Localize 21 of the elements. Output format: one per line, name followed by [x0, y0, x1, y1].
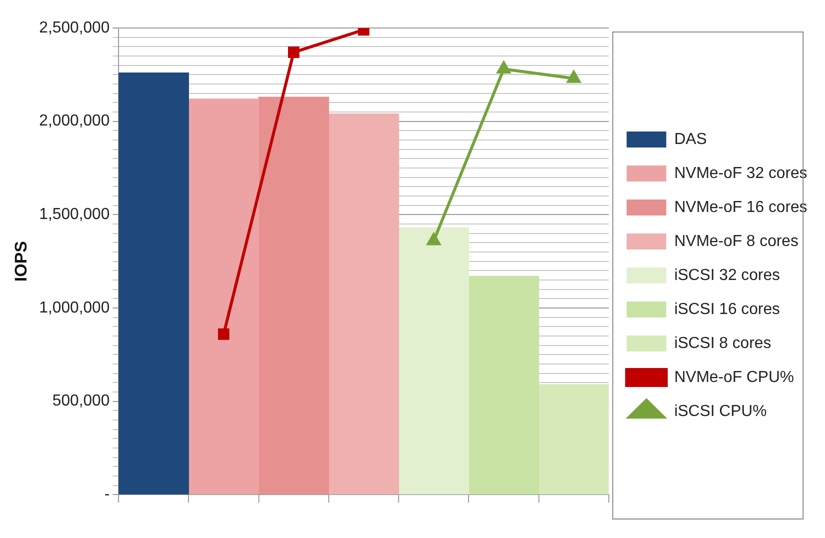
- point: [427, 233, 440, 246]
- y-tick-label: 1,500,000: [39, 206, 110, 224]
- point: [567, 70, 580, 83]
- y-axis-title: IOPS: [12, 241, 31, 282]
- legend-label: NVMe-oF 32 cores: [674, 164, 808, 182]
- y-tick-label: 1,000,000: [39, 299, 110, 316]
- point: [218, 328, 230, 340]
- legend-label: DAS: [674, 130, 707, 148]
- y-tick-label: -: [104, 486, 110, 504]
- y-tick-label: 500,000: [52, 392, 110, 410]
- legend-label: iSCSI 32 cores: [674, 266, 780, 284]
- legend-label: NVMe-oF 16 cores: [674, 198, 808, 216]
- y-tick-label: 2,000,000: [39, 112, 110, 130]
- y-tick-label: 2,500,000: [39, 19, 110, 36]
- legend-label: NVMe-oF 8 cores: [674, 232, 798, 250]
- legend-label: iSCSI 8 cores: [674, 334, 772, 352]
- point: [497, 62, 510, 74]
- point: [288, 46, 300, 58]
- legend-label: NVMe-oF CPU%: [674, 368, 794, 386]
- legend-label: iSCSI CPU%: [674, 402, 767, 420]
- legend-label: iSCSI 16 cores: [674, 300, 780, 318]
